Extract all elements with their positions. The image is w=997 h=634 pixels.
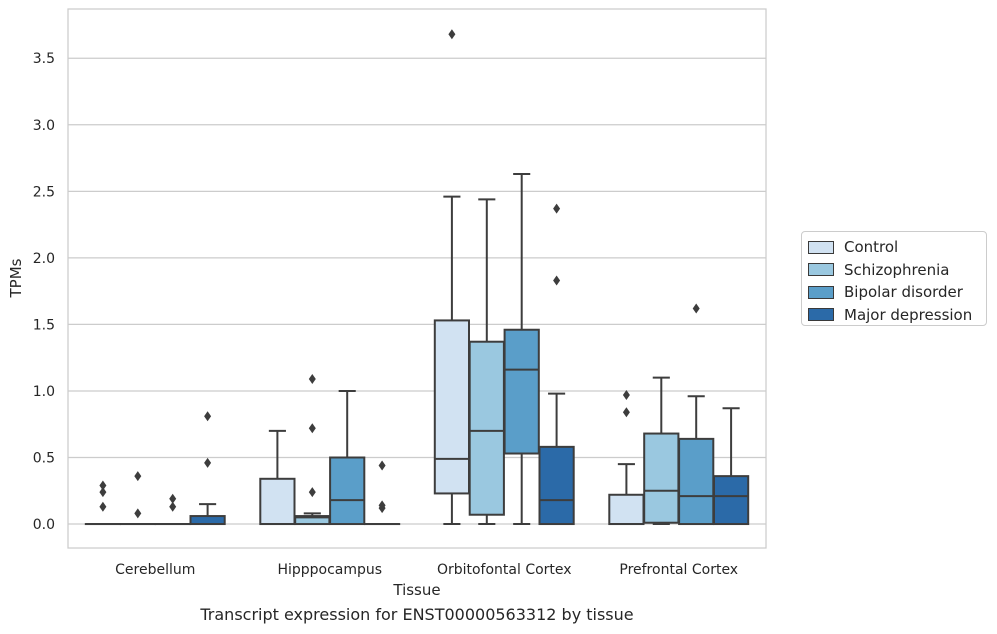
y-tick-label: 3.0 bbox=[33, 118, 55, 134]
box-body bbox=[259, 477, 296, 526]
box-body bbox=[433, 319, 471, 495]
outlier-point bbox=[308, 487, 316, 498]
legend-label: Control bbox=[844, 238, 899, 257]
y-tick-label: 2.0 bbox=[33, 251, 55, 267]
x-tick-label: Hipppocampus bbox=[277, 562, 382, 578]
box bbox=[294, 373, 331, 526]
box bbox=[363, 460, 401, 526]
y-tick-label: 1.0 bbox=[33, 384, 55, 400]
x-tick-label: Prefrontal Cortex bbox=[619, 562, 738, 578]
chart-caption: Transcript expression for ENST0000056331… bbox=[200, 605, 634, 624]
box bbox=[433, 29, 471, 526]
x-axis-label: Tissue bbox=[392, 581, 440, 599]
series-major-depression bbox=[189, 203, 750, 526]
legend-label: Major depression bbox=[844, 305, 973, 324]
outlier-point bbox=[169, 493, 177, 504]
outlier-point bbox=[622, 407, 630, 418]
legend-swatch bbox=[808, 240, 834, 254]
y-tick-label: 2.5 bbox=[33, 184, 55, 200]
y-tick-label: 3.5 bbox=[33, 51, 55, 67]
outlier-point bbox=[622, 389, 630, 400]
box bbox=[189, 411, 226, 526]
box-body bbox=[329, 456, 366, 526]
box bbox=[712, 407, 750, 526]
box-body bbox=[643, 432, 680, 524]
outlier-point bbox=[204, 457, 212, 468]
outlier-point bbox=[553, 275, 561, 286]
x-tick-label: Orbitofontal Cortex bbox=[437, 562, 572, 578]
series-schizophrenia bbox=[119, 198, 680, 526]
outlier-point bbox=[99, 501, 107, 512]
box bbox=[84, 480, 122, 526]
outlier-point bbox=[378, 500, 386, 511]
y-tick-label: 1.5 bbox=[33, 317, 55, 333]
box-body bbox=[538, 445, 575, 526]
box-body bbox=[678, 437, 715, 526]
outlier-point bbox=[553, 203, 561, 214]
outlier-point bbox=[448, 29, 456, 40]
legend-swatch bbox=[808, 308, 834, 322]
box bbox=[678, 303, 715, 526]
y-axis-ticks: 0.0 0.5 1.0 1.5 2.0 2.5 3.0 3.5 bbox=[33, 51, 55, 533]
outlier-point bbox=[204, 411, 212, 422]
box-body bbox=[608, 493, 645, 526]
legend: Control Schizophrenia Bipolar disorder M… bbox=[801, 231, 987, 326]
outlier-point bbox=[99, 487, 107, 498]
legend-item-control: Control bbox=[808, 236, 980, 259]
outlier-point bbox=[308, 373, 316, 384]
box bbox=[643, 376, 680, 526]
legend-swatch bbox=[808, 285, 834, 299]
outlier-point bbox=[134, 508, 142, 519]
box-body bbox=[189, 515, 226, 526]
y-tick-label: 0.5 bbox=[33, 451, 55, 467]
outlier-point bbox=[308, 423, 316, 434]
box bbox=[119, 471, 156, 526]
box-series bbox=[84, 29, 750, 526]
x-axis-ticks: Cerebellum Hipppocampus Orbitofontal Corte… bbox=[115, 562, 738, 578]
box bbox=[154, 493, 191, 526]
box bbox=[538, 203, 575, 526]
outlier-point bbox=[378, 460, 386, 471]
box-body bbox=[712, 475, 750, 526]
outlier-point bbox=[692, 303, 700, 314]
box-body bbox=[503, 328, 540, 455]
y-tick-label: 0.0 bbox=[33, 517, 55, 533]
legend-item-schizophrenia: Schizophrenia bbox=[808, 259, 980, 282]
y-axis-label: TPMs bbox=[7, 258, 25, 298]
legend-item-major-depression: Major depression bbox=[808, 304, 980, 327]
outlier-point bbox=[134, 471, 142, 482]
series-bipolar-disorder bbox=[154, 173, 715, 526]
box bbox=[503, 173, 540, 526]
series-control bbox=[84, 29, 645, 526]
legend-swatch bbox=[808, 263, 834, 277]
box bbox=[468, 198, 505, 526]
x-tick-label: Cerebellum bbox=[115, 562, 195, 578]
outlier-point bbox=[169, 501, 177, 512]
legend-item-bipolar-disorder: Bipolar disorder bbox=[808, 281, 980, 304]
plot-area-frame bbox=[67, 8, 767, 549]
legend-label: Bipolar disorder bbox=[844, 283, 963, 302]
box bbox=[259, 429, 296, 526]
gridlines bbox=[68, 57, 766, 525]
outlier-point bbox=[99, 480, 107, 491]
box-body bbox=[468, 340, 505, 516]
box bbox=[329, 389, 366, 526]
legend-label: Schizophrenia bbox=[844, 260, 950, 279]
